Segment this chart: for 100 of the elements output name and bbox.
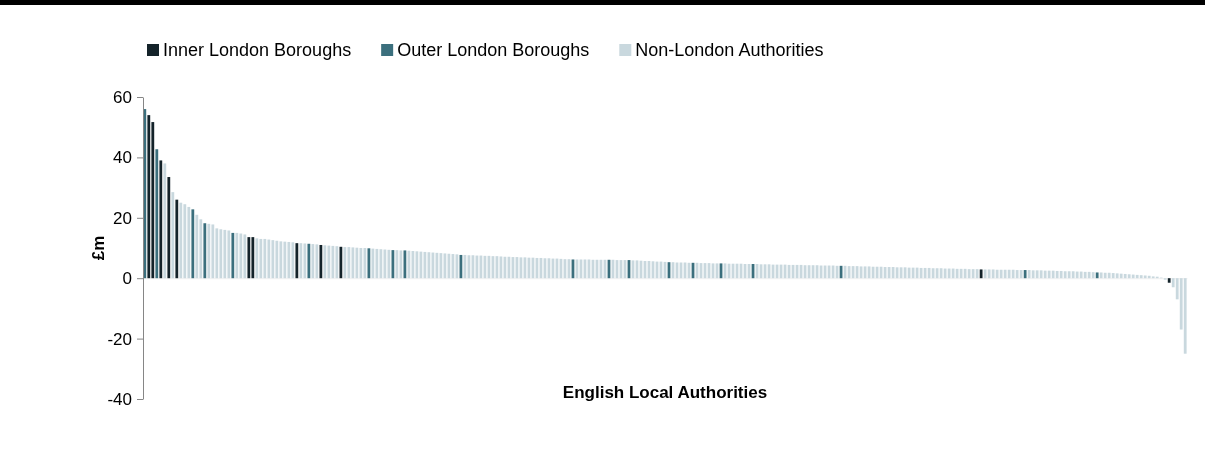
y-axis-title: £m [89,235,108,261]
bar [207,223,211,279]
bar [1003,269,1007,279]
bar [187,206,191,279]
x-axis-title: English Local Authorities [562,383,768,402]
bar [1035,270,1039,279]
bar [1043,270,1047,279]
bar [171,192,175,279]
bar [319,244,323,279]
bar [1051,270,1055,279]
bar [1039,270,1043,279]
bar [1135,274,1139,279]
bar [1123,273,1127,279]
bar [983,269,987,279]
bar [227,230,231,279]
bar [183,204,187,279]
bar [1055,270,1059,279]
bar [971,269,975,279]
bar [347,247,351,279]
bar [1011,269,1015,279]
bar [367,248,371,279]
bar [231,232,235,279]
bar [1023,270,1027,279]
bar [979,269,983,279]
bar [1087,271,1091,279]
bar [199,219,203,279]
bar [191,209,195,279]
bar [1031,270,1035,279]
bar [935,268,939,279]
bar [939,268,943,279]
bar [1019,270,1023,279]
bar [147,115,151,279]
bar [931,268,935,279]
bar [1083,271,1087,279]
bar [1091,272,1095,279]
bar [1007,269,1011,279]
bar [251,237,255,279]
bar [339,246,343,279]
bar [1111,273,1115,279]
bar [355,247,359,279]
bar [163,163,167,279]
bar [267,239,271,279]
legend-label: Non-London Authorities [635,40,824,60]
bar [359,248,363,279]
bar [943,268,947,279]
bar [403,250,407,279]
bar [1095,272,1099,279]
y-tick-label: -40 [107,389,132,409]
y-tick-label: 0 [122,269,132,289]
legend-label: Inner London Boroughs [163,40,352,60]
bar [263,238,267,279]
bar [955,268,959,279]
bar [391,250,395,279]
bar [343,247,347,279]
bar [243,234,247,279]
bar [387,249,391,279]
bar [959,268,963,279]
bar [307,243,311,279]
bar [1131,274,1135,279]
legend-label: Outer London Boroughs [397,40,590,60]
bar [967,269,971,279]
bar [995,269,999,279]
bar [987,269,991,279]
bar [1099,272,1103,279]
bar [1063,271,1067,279]
y-tick-label: 20 [113,208,132,228]
bar [991,269,995,279]
bar [335,246,339,279]
bar [223,229,227,279]
bar [363,248,367,279]
bar [1143,275,1147,279]
bar [331,245,335,279]
bar [999,269,1003,279]
bar [1103,272,1107,279]
bar [279,241,283,279]
bar [1075,271,1079,279]
bar [175,199,179,279]
bar [927,267,931,279]
bar [211,224,215,279]
bar [271,240,275,279]
bar [179,202,183,279]
bar [399,250,403,279]
y-tick-label: -20 [107,329,132,349]
bar [1079,271,1083,279]
bar [1015,270,1019,279]
bar [371,248,375,279]
bar [311,244,315,279]
bar [1127,274,1131,279]
bar [1167,278,1171,283]
bar [167,177,171,279]
bar [295,243,299,279]
bar [287,241,291,279]
bar [159,160,163,279]
bar [299,243,303,279]
bar [379,249,383,279]
bar [219,229,223,279]
bar [375,248,379,279]
bar [247,237,251,279]
y-tick-label: 60 [113,87,132,107]
bar [283,241,287,279]
